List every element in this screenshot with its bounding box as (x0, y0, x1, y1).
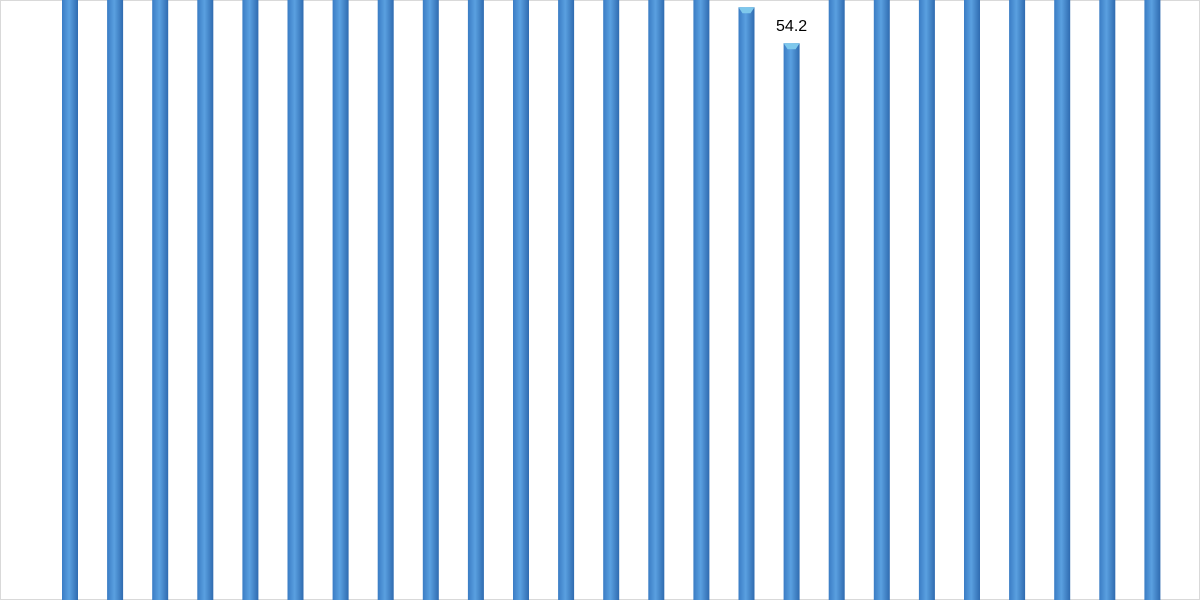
bar (693, 0, 710, 600)
bar (738, 7, 755, 600)
bar (513, 0, 529, 600)
bar (603, 0, 620, 600)
bar (107, 0, 124, 600)
bar (1009, 0, 1026, 600)
bar (422, 0, 439, 600)
bar (287, 0, 304, 600)
bar-series (62, 0, 1161, 600)
bar (1099, 0, 1116, 600)
data-label: 54.2 (776, 18, 807, 35)
bar (197, 0, 214, 600)
bar (1054, 0, 1071, 600)
bar (783, 43, 800, 600)
bar-cap (783, 43, 800, 50)
bar (873, 0, 890, 600)
data-labels: 56.458.658.958.457.362.062.857.158.859.4… (776, 18, 807, 35)
bar (1144, 0, 1161, 600)
bar (62, 0, 78, 600)
bar (332, 0, 349, 600)
bar (648, 0, 665, 600)
bar (377, 0, 394, 600)
bar (828, 0, 845, 600)
bar (558, 0, 575, 600)
bar (152, 0, 169, 600)
bar (467, 0, 484, 600)
bar (918, 0, 935, 600)
bar (964, 0, 980, 600)
bar-cap (738, 7, 755, 14)
bar (242, 0, 259, 600)
